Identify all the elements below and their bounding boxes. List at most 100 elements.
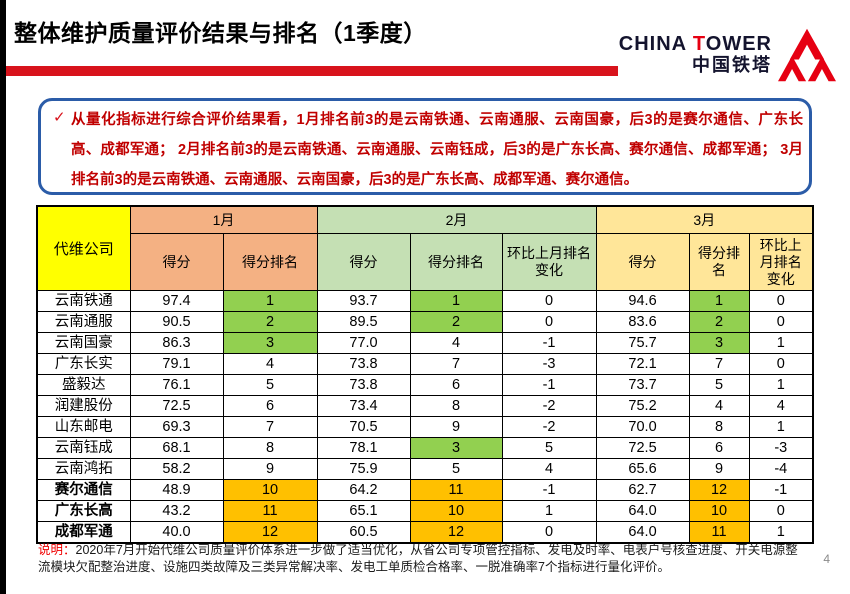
mar-rank-cell: 6 xyxy=(688,437,750,459)
summary-box: ✓ 从量化指标进行综合评价结果看，1月排名前3的是云南铁通、云南通服、云南国豪，… xyxy=(38,98,812,195)
jan-score-cell: 43.2 xyxy=(129,500,224,522)
mar-score-cell: 64.0 xyxy=(595,521,690,544)
feb-score-cell: 65.1 xyxy=(316,500,411,522)
title-underline-bar xyxy=(6,66,618,76)
table-row: 山东邮电 69.3 7 70.5 9 -2 70.0 8 1 xyxy=(36,416,814,438)
table-row: 云南铁通 97.4 1 93.7 1 0 94.6 1 0 xyxy=(36,290,814,312)
table-row: 润建股份 72.5 6 73.4 8 -2 75.2 4 4 xyxy=(36,395,814,417)
feb-rank-cell: 6 xyxy=(409,374,503,396)
mar-score-cell: 62.7 xyxy=(595,479,690,501)
page-number: 4 xyxy=(823,552,830,566)
mar-score-cell: 75.2 xyxy=(595,395,690,417)
mar-score-cell: 73.7 xyxy=(595,374,690,396)
mar-rank-cell: 11 xyxy=(688,521,750,544)
jan-score-cell: 40.0 xyxy=(129,521,224,544)
evaluation-table: 代维公司 1月 2月 3月 得分 得分排名 得分 得分排名 环比上月排名变化 得… xyxy=(36,205,815,544)
mar-rank-change-cell: -3 xyxy=(748,437,814,459)
mar-rank-change-cell: -1 xyxy=(748,479,814,501)
col-header-mar-rank: 得分排名 xyxy=(688,233,750,291)
jan-score-cell: 48.9 xyxy=(129,479,224,501)
feb-score-cell: 93.7 xyxy=(316,290,411,312)
jan-score-cell: 72.5 xyxy=(129,395,224,417)
jan-rank-cell: 10 xyxy=(222,479,318,501)
brand-wordmark: CHINA TOWER 中国铁塔 xyxy=(619,34,772,75)
mar-rank-cell: 12 xyxy=(688,479,750,501)
mar-rank-change-cell: 0 xyxy=(748,311,814,333)
feb-score-cell: 73.4 xyxy=(316,395,411,417)
jan-score-cell: 58.2 xyxy=(129,458,224,480)
feb-score-cell: 75.9 xyxy=(316,458,411,480)
summary-text: 从量化指标进行综合评价结果看，1月排名前3的是云南铁通、云南通服、云南国豪，后3… xyxy=(71,112,803,188)
company-cell: 润建股份 xyxy=(36,395,131,417)
mar-rank-change-cell: 0 xyxy=(748,500,814,522)
company-cell: 云南鸿拓 xyxy=(36,458,131,480)
company-cell: 成都军通 xyxy=(36,521,131,544)
feb-score-cell: 60.5 xyxy=(316,521,411,544)
col-header-jan-rank: 得分排名 xyxy=(222,233,318,291)
company-cell: 云南钰成 xyxy=(36,437,131,459)
table-body: 云南铁通 97.4 1 93.7 1 0 94.6 1 0 云南通服 90.5 … xyxy=(36,290,814,544)
jan-rank-cell: 2 xyxy=(222,311,318,333)
mar-rank-change-cell: 1 xyxy=(748,521,814,544)
feb-rank-change-cell: -1 xyxy=(501,479,597,501)
feb-score-cell: 73.8 xyxy=(316,374,411,396)
jan-score-cell: 68.1 xyxy=(129,437,224,459)
mar-score-cell: 72.5 xyxy=(595,437,690,459)
table-row: 云南钰成 68.1 8 78.1 3 5 72.5 6 -3 xyxy=(36,437,814,459)
col-header-feb-rank: 得分排名 xyxy=(409,233,503,291)
mar-rank-cell: 4 xyxy=(688,395,750,417)
mar-score-cell: 72.1 xyxy=(595,353,690,375)
jan-score-cell: 79.1 xyxy=(129,353,224,375)
table-row: 云南国豪 86.3 3 77.0 4 -1 75.7 3 1 xyxy=(36,332,814,354)
feb-score-cell: 77.0 xyxy=(316,332,411,354)
feb-rank-change-cell: -2 xyxy=(501,416,597,438)
mar-rank-cell: 7 xyxy=(688,353,750,375)
table-row: 赛尔通信 48.9 10 64.2 11 -1 62.7 12 -1 xyxy=(36,479,814,501)
col-header-mar-rank-change: 环比上月排名变化 xyxy=(748,233,814,291)
mar-score-cell: 83.6 xyxy=(595,311,690,333)
mar-rank-cell: 8 xyxy=(688,416,750,438)
jan-rank-cell: 6 xyxy=(222,395,318,417)
feb-rank-cell: 3 xyxy=(409,437,503,459)
tower-icon xyxy=(778,28,836,82)
mar-rank-change-cell: 1 xyxy=(748,416,814,438)
feb-score-cell: 78.1 xyxy=(316,437,411,459)
feb-rank-cell: 12 xyxy=(409,521,503,544)
feb-rank-change-cell: 0 xyxy=(501,521,597,544)
table-row: 成都军通 40.0 12 60.5 12 0 64.0 11 1 xyxy=(36,521,814,544)
table-row: 广东长实 79.1 4 73.8 7 -3 72.1 7 0 xyxy=(36,353,814,375)
feb-rank-change-cell: -1 xyxy=(501,332,597,354)
feb-rank-cell: 10 xyxy=(409,500,503,522)
feb-rank-cell: 4 xyxy=(409,332,503,354)
jan-rank-cell: 3 xyxy=(222,332,318,354)
footnote-text: 2020年7月开始代维公司质量评价体系进一步做了适当优化，从省公司专项管控指标、… xyxy=(38,543,798,574)
company-cell: 云南国豪 xyxy=(36,332,131,354)
feb-rank-change-cell: 0 xyxy=(501,290,597,312)
company-header-cell: 代维公司 xyxy=(36,205,131,291)
company-cell: 赛尔通信 xyxy=(36,479,131,501)
jan-rank-cell: 11 xyxy=(222,500,318,522)
feb-rank-cell: 5 xyxy=(409,458,503,480)
left-accent-bar xyxy=(0,0,6,594)
mar-score-cell: 70.0 xyxy=(595,416,690,438)
jan-rank-cell: 1 xyxy=(222,290,318,312)
feb-rank-cell: 7 xyxy=(409,353,503,375)
month-header-jan: 1月 xyxy=(129,205,318,234)
mar-rank-cell: 10 xyxy=(688,500,750,522)
brand-logo: CHINA TOWER 中国铁塔 xyxy=(619,28,836,82)
feb-rank-change-cell: 5 xyxy=(501,437,597,459)
company-cell: 广东长实 xyxy=(36,353,131,375)
check-icon: ✓ xyxy=(53,109,66,126)
brand-t-red: T xyxy=(692,33,706,56)
col-header-feb-rank-change: 环比上月排名变化 xyxy=(501,233,597,291)
col-header-feb-score: 得分 xyxy=(316,233,411,291)
jan-score-cell: 90.5 xyxy=(129,311,224,333)
footnote: 说明：2020年7月开始代维公司质量评价体系进一步做了适当优化，从省公司专项管控… xyxy=(38,542,798,576)
mar-rank-cell: 2 xyxy=(688,311,750,333)
brand-name-en: CHINA TOWER xyxy=(618,33,772,56)
feb-score-cell: 89.5 xyxy=(316,311,411,333)
jan-score-cell: 69.3 xyxy=(129,416,224,438)
feb-rank-cell: 2 xyxy=(409,311,503,333)
mar-rank-change-cell: 4 xyxy=(748,395,814,417)
mar-rank-cell: 5 xyxy=(688,374,750,396)
